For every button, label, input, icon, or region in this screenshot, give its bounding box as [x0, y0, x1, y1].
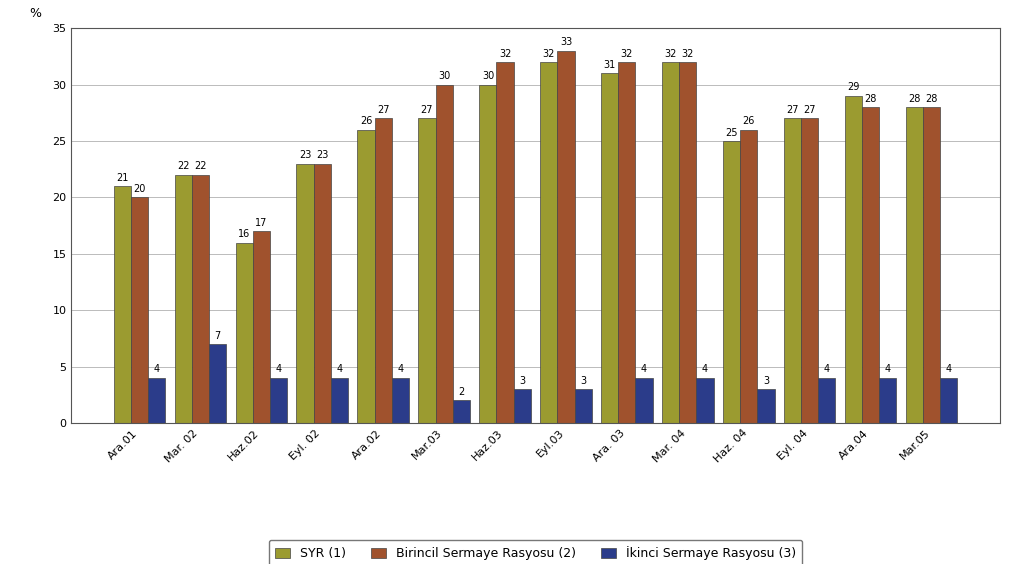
Bar	[661, 62, 679, 423]
Text: 2: 2	[458, 387, 464, 397]
Text: 20: 20	[132, 184, 146, 194]
Text: 27: 27	[786, 105, 798, 115]
Bar	[209, 344, 225, 423]
Bar	[817, 378, 835, 423]
Text: 23: 23	[316, 150, 328, 160]
Text: 4: 4	[153, 364, 159, 374]
Bar	[374, 118, 391, 423]
Text: 17: 17	[255, 218, 267, 228]
Bar	[192, 175, 209, 423]
Bar	[801, 118, 817, 423]
Bar	[845, 96, 861, 423]
Bar	[635, 378, 652, 423]
Text: 4: 4	[945, 364, 951, 374]
Bar	[357, 130, 374, 423]
Bar	[313, 164, 330, 423]
Bar	[391, 378, 409, 423]
Bar	[557, 51, 574, 423]
Text: 3: 3	[580, 376, 586, 386]
Text: 4: 4	[701, 364, 707, 374]
Text: 4: 4	[823, 364, 829, 374]
Legend: SYR (1), Birincil Sermaye Rasyosu (2), İkinci Sermaye Rasyosu (3): SYR (1), Birincil Sermaye Rasyosu (2), İ…	[268, 540, 802, 564]
Text: 16: 16	[237, 229, 250, 239]
Text: 30: 30	[481, 71, 493, 81]
Bar	[784, 118, 801, 423]
Bar	[878, 378, 896, 423]
Text: 29: 29	[847, 82, 859, 92]
Bar	[679, 62, 696, 423]
Bar	[297, 164, 313, 423]
Text: 4: 4	[396, 364, 403, 374]
Text: 22: 22	[194, 161, 206, 171]
Text: %: %	[30, 7, 42, 20]
Text: 23: 23	[299, 150, 311, 160]
Bar	[905, 107, 922, 423]
Bar	[479, 85, 496, 423]
Text: 26: 26	[360, 116, 372, 126]
Bar	[922, 107, 940, 423]
Text: 33: 33	[559, 37, 572, 47]
Bar	[574, 389, 591, 423]
Bar	[418, 118, 435, 423]
Text: 28: 28	[924, 94, 937, 104]
Bar	[174, 175, 192, 423]
Text: 31: 31	[603, 60, 615, 70]
Bar	[540, 62, 557, 423]
Text: 25: 25	[725, 127, 738, 138]
Bar	[330, 378, 347, 423]
Text: 3: 3	[519, 376, 525, 386]
Bar	[740, 130, 757, 423]
Text: 26: 26	[742, 116, 754, 126]
Bar	[696, 378, 713, 423]
Text: 22: 22	[176, 161, 190, 171]
Text: 27: 27	[376, 105, 389, 115]
Bar	[235, 243, 253, 423]
Text: 27: 27	[803, 105, 815, 115]
Bar	[601, 73, 618, 423]
Bar	[513, 389, 530, 423]
Text: 28: 28	[908, 94, 920, 104]
Text: 3: 3	[762, 376, 768, 386]
Text: 32: 32	[498, 49, 511, 59]
Text: 4: 4	[336, 364, 342, 374]
Text: 30: 30	[437, 71, 449, 81]
Text: 4: 4	[275, 364, 281, 374]
Bar	[757, 389, 773, 423]
Text: 32: 32	[621, 49, 633, 59]
Text: 32: 32	[681, 49, 694, 59]
Bar	[435, 85, 452, 423]
Text: 27: 27	[420, 105, 433, 115]
Bar	[861, 107, 878, 423]
Text: 32: 32	[664, 49, 677, 59]
Bar	[496, 62, 513, 423]
Bar	[722, 141, 740, 423]
Bar	[130, 197, 148, 423]
Text: 21: 21	[116, 173, 128, 183]
Text: 4: 4	[883, 364, 890, 374]
Bar	[269, 378, 286, 423]
Bar	[940, 378, 957, 423]
Text: 32: 32	[542, 49, 554, 59]
Text: 4: 4	[640, 364, 646, 374]
Text: 7: 7	[214, 331, 220, 341]
Bar	[253, 231, 269, 423]
Bar	[452, 400, 469, 423]
Bar	[148, 378, 165, 423]
Bar	[618, 62, 635, 423]
Bar	[113, 186, 130, 423]
Text: 28: 28	[864, 94, 876, 104]
